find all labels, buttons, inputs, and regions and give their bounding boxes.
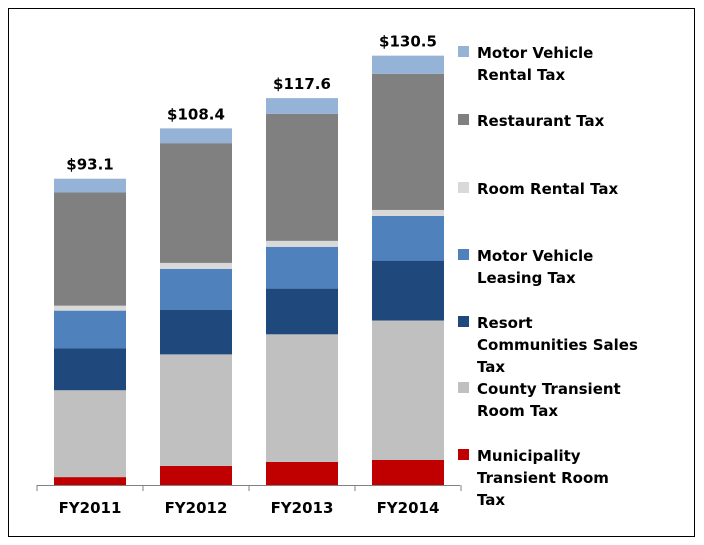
legend-swatch [458,449,469,460]
total-label: $93.1 [66,156,113,174]
bar-segment [54,477,126,485]
legend-swatch [458,249,469,260]
bar-segment [54,348,126,391]
legend-item: Motor Vehicle Leasing Tax [458,245,698,289]
legend-item: Motor Vehicle Rental Tax [458,42,698,86]
legend-swatch [458,114,469,125]
legend-label: County Transient Room Tax [477,380,621,420]
bar-segment [372,55,444,74]
bar-segment [266,461,338,485]
bar-segment [160,143,232,263]
x-tick-label: FY2014 [377,499,440,517]
total-label: $108.4 [167,105,225,123]
bar-segment [372,260,444,321]
legend-label: Restaurant Tax [477,112,605,130]
x-tick-label: FY2011 [59,499,122,517]
bar-segment [266,113,338,241]
bar-segment [372,209,444,216]
legend-swatch [458,46,469,57]
bar-segment [160,465,232,485]
bar-segment [160,268,232,310]
total-label: $130.5 [379,33,437,51]
legend-item: Restaurant Tax [458,110,698,132]
legend-item: Resort Communities Sales Tax [458,312,698,378]
bar-segment [266,334,338,462]
bar-segment [160,309,232,355]
legend-item: Room Rental Tax [458,178,698,200]
frame [8,8,695,537]
legend-item: County Transient Room Tax [458,378,698,422]
bar-segment [160,354,232,466]
legend-label: Motor Vehicle Leasing Tax [477,247,594,287]
bar-segment [54,310,126,349]
legend-label: Resort Communities Sales Tax [477,314,638,376]
bar-segment [54,178,126,193]
legend-item: Municipality Transient Room Tax [458,445,698,511]
bar-segment [266,240,338,247]
total-label: $117.6 [273,75,331,93]
x-tick-label: FY2012 [165,499,228,517]
x-tick-label: FY2013 [271,499,334,517]
bar-segment [160,128,232,144]
bar-segment [266,288,338,335]
legend-label: Motor Vehicle Rental Tax [477,44,594,84]
bar-segment [372,459,444,485]
legend-label: Room Rental Tax [477,180,619,198]
bar-segment [54,390,126,478]
bar-segment [54,192,126,306]
legend-swatch [458,382,469,393]
bar-segment [372,320,444,460]
bar-segment [372,73,444,210]
legend-swatch [458,182,469,193]
bar-segment [372,215,444,261]
bar-segment [266,246,338,289]
bar-segment [266,98,338,114]
legend-swatch [458,316,469,327]
legend-label: Municipality Transient Room Tax [477,447,609,509]
bar-segment [160,262,232,269]
bar-segment [54,305,126,311]
